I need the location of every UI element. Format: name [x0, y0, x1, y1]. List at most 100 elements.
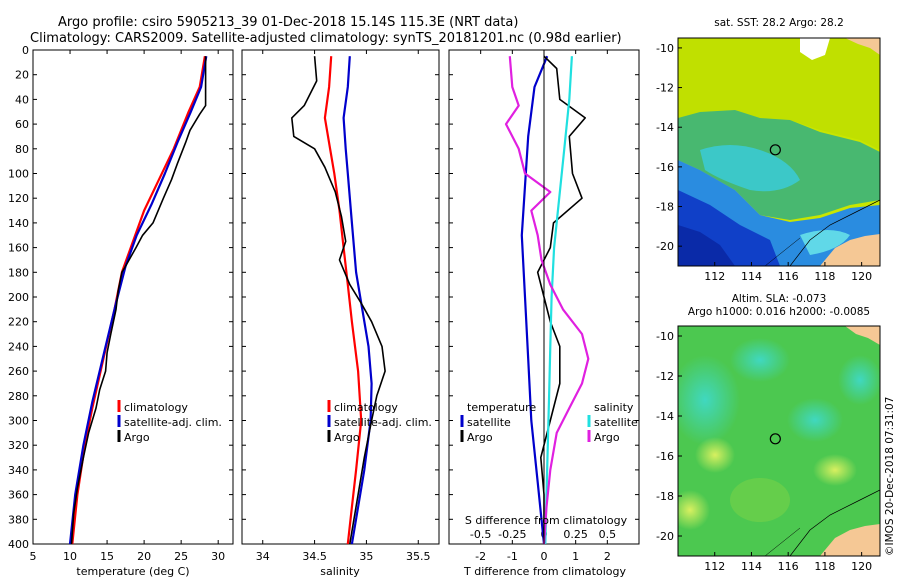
sst-map-image: [678, 38, 880, 266]
depth-tick-label: 20: [15, 69, 29, 82]
depth-axis: 0 20 40 60 80 100 120 140 160 180 200 220 240 260 280 3…: [8, 44, 639, 551]
map-lon-tick-label: 118: [814, 270, 835, 283]
legend-label-climatology: climatology: [334, 401, 398, 414]
title-line-2: Climatology: CARS2009. Satellite-adjuste…: [30, 31, 622, 46]
legend-label-s-argo: Argo: [594, 431, 620, 444]
sla-map-image: [678, 326, 880, 556]
legend-label-satellite-adj: satellite-adj. clim.: [124, 416, 222, 429]
temperature-xlabel: temperature (deg C): [76, 565, 189, 578]
depth-tick-label: 0: [22, 44, 29, 57]
series-climatology: [71, 56, 206, 545]
x-tick-label: 34.5: [302, 550, 327, 563]
legend-label-s-satellite: satellite: [594, 416, 638, 429]
x-tick-label: 5: [30, 550, 37, 563]
map-lon-tick-label: 116: [778, 270, 799, 283]
x2-tick-label: -0.25: [498, 528, 526, 541]
salinity-legend: climatology satellite-adj. clim. Argo: [327, 400, 432, 444]
depth-tick-label: 100: [8, 168, 29, 181]
depth-tick-label: 240: [8, 340, 29, 353]
imos-watermark: ©IMOS 20-Dec-2018 07:31:07: [884, 397, 896, 556]
map-lon-tick-label: 114: [741, 270, 762, 283]
depth-tick-label: 80: [15, 143, 29, 156]
depth-tick-label: 340: [8, 464, 29, 477]
sla-map-frame: [677, 325, 881, 557]
difference-x2label: S difference from climatology: [465, 514, 628, 527]
x-tick-label: 34: [256, 550, 270, 563]
series-salinity-argo: [504, 56, 590, 545]
sla-map-title-line-1: Altim. SLA: -0.073: [732, 293, 827, 305]
map-lat-tick-label: -20: [656, 530, 674, 543]
map-lat-tick-label: -20: [656, 240, 674, 253]
x-tick-label: 30: [211, 550, 225, 563]
map-lon-tick-label: 112: [704, 560, 725, 573]
map-lon-tick-label: 114: [741, 560, 762, 573]
series-temperature-satellite: [520, 55, 549, 545]
temperature-legend: climatology satellite-adj. clim. Argo: [117, 400, 222, 444]
map-lat-tick-label: -10: [656, 330, 674, 343]
map-lon-tick-label: 116: [778, 560, 799, 573]
map-lat-tick-label: -18: [656, 201, 674, 214]
depth-tick-label: 260: [8, 365, 29, 378]
x2-tick-label: -0.5: [470, 528, 491, 541]
sst-argo-location-marker: [769, 144, 781, 156]
depth-tick-label: 300: [8, 415, 29, 428]
map-lat-tick-label: -12: [656, 82, 674, 95]
depth-tick-label: 60: [15, 118, 29, 131]
series-argo: [70, 56, 207, 545]
legend-label-t-argo: Argo: [467, 431, 493, 444]
legend-title-salinity: salinity: [594, 401, 634, 414]
depth-tick-label: 400: [8, 538, 29, 551]
map-lat-tick-label: -10: [656, 42, 674, 55]
x-tick-label: -1: [507, 550, 518, 563]
sla-map-axes: 112 114 116 118 120 -10 -12 -14 -16 -18 -20: [656, 330, 872, 573]
x-tick-label: 10: [63, 550, 77, 563]
legend-label-t-satellite: satellite: [467, 416, 511, 429]
map-lat-tick-label: -14: [656, 410, 674, 423]
depth-tick-label: 280: [8, 390, 29, 403]
legend-label-satellite-adj: satellite-adj. clim.: [334, 416, 432, 429]
legend-label-argo: Argo: [334, 431, 360, 444]
x-tick-label: 25: [174, 550, 188, 563]
depth-tick-label: 180: [8, 266, 29, 279]
map-lon-tick-label: 112: [704, 270, 725, 283]
x-tick-label: 0: [541, 550, 548, 563]
depth-tick-label: 160: [8, 242, 29, 255]
series-satellite-adj-clim-: [342, 56, 373, 545]
salinity-plot: 34 34.5 35 35.5: [256, 50, 431, 563]
x-tick-label: 1: [572, 550, 579, 563]
depth-tick-label: 140: [8, 217, 29, 230]
difference-xlabel: T difference from climatology: [463, 565, 626, 578]
x-tick-label: 15: [100, 550, 114, 563]
difference-legend-salinity: salinity satellite Argo: [587, 401, 638, 444]
depth-tick-label: 360: [8, 489, 29, 502]
series-temperature-argo: [536, 55, 587, 544]
series-satellite-adj-clim-: [68, 56, 208, 545]
map-lat-tick-label: -16: [656, 161, 674, 174]
depth-tick-label: 380: [8, 513, 29, 526]
legend-label-argo: Argo: [124, 431, 150, 444]
sst-map-axes: 112 114 116 118 120 -10 -12 -14 -16 -18 -20: [656, 42, 872, 283]
sla-map-title-line-2: Argo h1000: 0.016 h2000: -0.0085: [688, 306, 870, 318]
x2-tick-label: 0.25: [563, 528, 588, 541]
map-lat-tick-label: -16: [656, 450, 674, 463]
sla-argo-location-marker: [769, 433, 781, 445]
x2-tick-label: 0.5: [599, 528, 617, 541]
depth-tick-label: 40: [15, 93, 29, 106]
series-climatology: [323, 56, 363, 545]
x-tick-label: 2: [604, 550, 611, 563]
temperature-panel-frame: [32, 49, 234, 545]
salinity-xlabel: salinity: [320, 565, 360, 578]
legend-label-climatology: climatology: [124, 401, 188, 414]
depth-tick-label: 200: [8, 291, 29, 304]
x-tick-label: -2: [475, 550, 486, 563]
map-lon-tick-label: 120: [851, 560, 872, 573]
depth-tick-label: 320: [8, 439, 29, 452]
legend-title-temperature: temperature: [467, 401, 536, 414]
title-line-1: Argo profile: csiro 5905213_39 01-Dec-20…: [58, 15, 518, 30]
difference-legend-temperature: temperature satellite Argo: [460, 401, 536, 444]
salinity-panel-frame: [241, 49, 440, 545]
map-lat-tick-label: -12: [656, 370, 674, 383]
sst-map-title: sat. SST: 28.2 Argo: 28.2: [714, 17, 844, 29]
